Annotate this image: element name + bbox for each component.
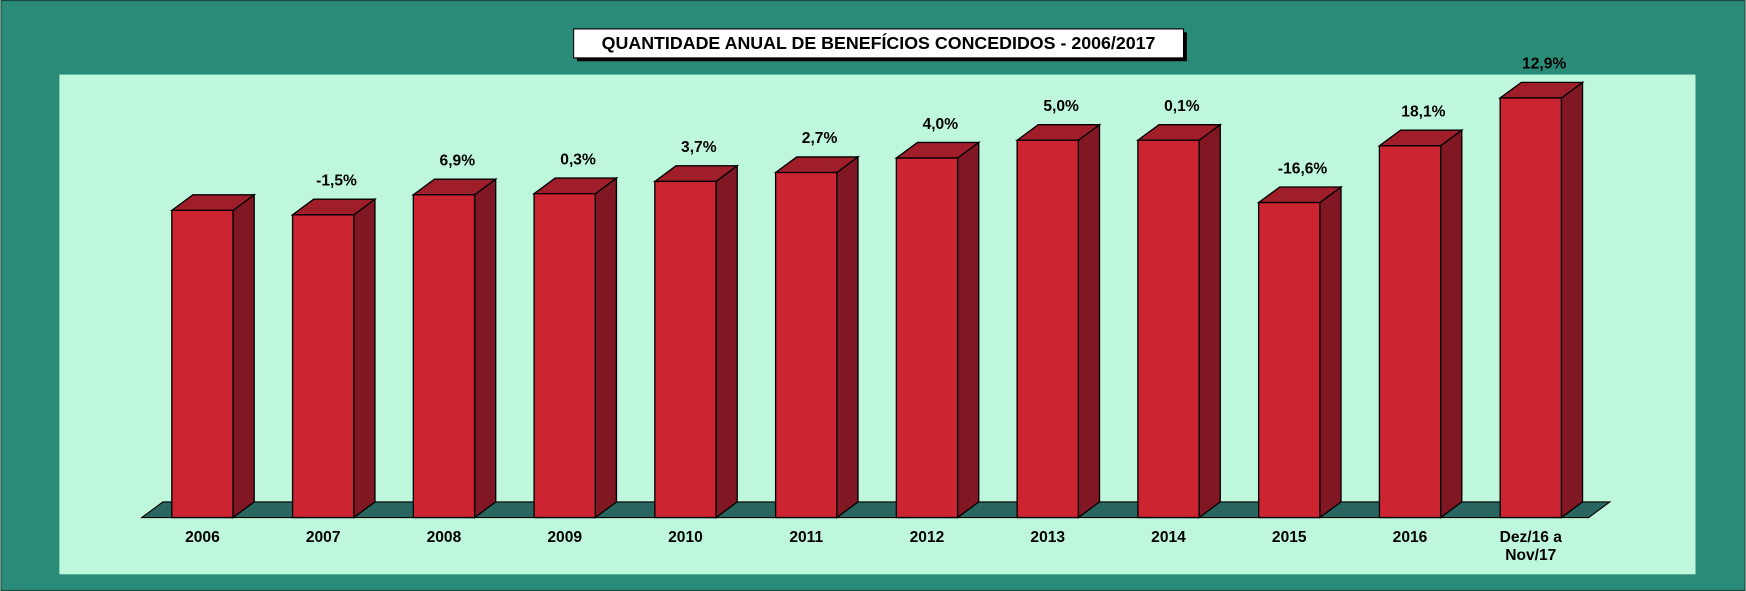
x-label-box: 2009 (547, 527, 583, 546)
change-label: -16,6% (1278, 160, 1328, 177)
bar (1498, 81, 1585, 519)
change-label: 4,0% (923, 116, 959, 133)
x-label-box: 2013 (1030, 527, 1066, 546)
bar-front (1016, 139, 1080, 519)
x-tick-label: 2014 (1151, 527, 1186, 546)
bar (652, 164, 740, 519)
change-label: 0,1% (1164, 98, 1200, 115)
bar-side (715, 164, 738, 519)
x-label-box: 2015 (1271, 527, 1307, 546)
bar-side (594, 176, 618, 519)
bar-front (654, 180, 717, 519)
bar-front (895, 157, 959, 519)
change-label: 18,1% (1401, 104, 1445, 121)
x-tick-label: 2015 (1271, 527, 1307, 546)
bar-side (836, 155, 859, 519)
bar (773, 155, 861, 519)
x-tick-label: 2007 (305, 527, 341, 546)
bar-front (1378, 145, 1442, 519)
chart-title: QUANTIDADE ANUAL DE BENEFÍCIOS CONCEDIDO… (602, 32, 1156, 53)
change-label: 12,9% (1522, 56, 1566, 73)
x-tick-label: 2008 (426, 527, 462, 546)
bar (1377, 128, 1464, 519)
change-label: -1,5% (316, 173, 357, 190)
x-label-box: 2008 (426, 527, 462, 546)
bar-side (1319, 185, 1342, 519)
x-tick-label: 2012 (909, 527, 945, 546)
x-tick-label: 2006 (185, 527, 220, 546)
bar (290, 197, 377, 519)
bar-side (232, 193, 255, 519)
x-label-box: 2011 (789, 527, 824, 546)
bar-front (171, 209, 234, 519)
change-label: 5,0% (1043, 98, 1079, 115)
change-label: 2,7% (802, 130, 838, 147)
bar (532, 176, 619, 519)
x-tick-label: 2010 (668, 527, 703, 546)
bar (1135, 123, 1223, 519)
bar-side (1439, 128, 1463, 519)
bar-side (473, 177, 497, 519)
bar-side (1077, 123, 1101, 519)
x-tick-label: 2016 (1392, 527, 1428, 546)
floor (140, 501, 1612, 519)
change-label: 3,7% (681, 139, 717, 156)
x-label-box: 2010 (668, 527, 703, 546)
x-tick-label: 2009 (547, 527, 583, 546)
change-label: 6,9% (440, 152, 476, 169)
x-label-box: Dez/16 a Nov/17 (1499, 527, 1562, 564)
change-label: 0,3% (560, 151, 596, 168)
x-tick-label: 2013 (1030, 527, 1066, 546)
title-box (573, 28, 1185, 59)
bar-front (533, 192, 596, 519)
x-label-box: 2007 (305, 527, 341, 546)
bar (169, 193, 257, 519)
bar-side (353, 197, 376, 519)
bar-front (1257, 201, 1321, 519)
x-label-box: 2012 (909, 527, 945, 546)
bar-front (1137, 139, 1200, 519)
bar-front (1499, 97, 1563, 519)
bar (1015, 123, 1102, 519)
bar (894, 141, 981, 519)
bar-side (956, 141, 980, 519)
x-tick-label: Dez/16 a Nov/17 (1499, 527, 1562, 564)
bar-front (291, 214, 355, 519)
x-label-box: 2016 (1392, 527, 1428, 546)
bar (1256, 185, 1344, 519)
bar-front (774, 171, 838, 519)
bar-side (1198, 123, 1221, 519)
bar (411, 177, 498, 519)
bar-front (412, 194, 476, 519)
bar-side (1560, 81, 1584, 519)
x-label-box: 2014 (1151, 527, 1186, 546)
x-label-box: 2006 (185, 527, 220, 546)
x-tick-label: 2011 (789, 527, 824, 546)
